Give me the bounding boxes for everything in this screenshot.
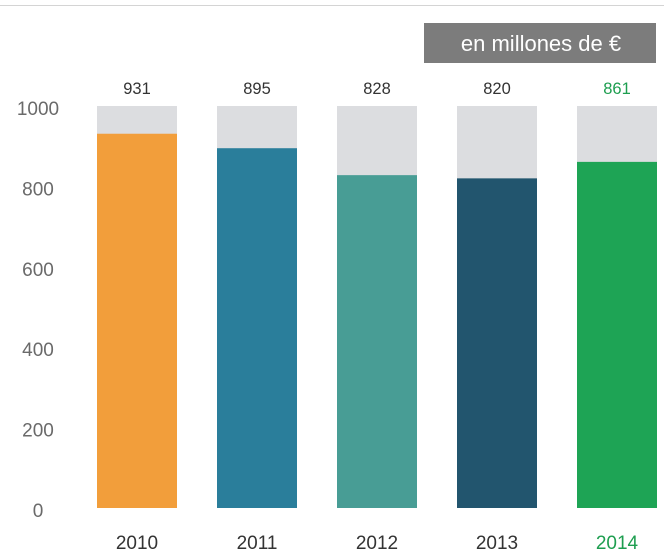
- bar-2011: [217, 148, 297, 508]
- bar-group-2011: 895: [217, 80, 297, 508]
- bar-2012: [337, 175, 417, 509]
- bar-group-2012: 828: [337, 80, 417, 509]
- value-label-2012: 828: [363, 80, 391, 98]
- bar-group-2010: 931: [97, 80, 177, 508]
- unit-label-background: [424, 23, 656, 63]
- y-tick-label-400: 400: [22, 340, 54, 361]
- y-axis: 0 200 400 600 800 1000: [17, 99, 59, 522]
- bar-group-2013: 820: [457, 80, 537, 509]
- bar-group-2014: 861: [577, 80, 657, 509]
- unit-label-box: en millones de €: [424, 23, 656, 63]
- category-label-2011: 2011: [237, 533, 278, 553]
- value-label-2011: 895: [243, 80, 271, 98]
- bar-2013: [457, 178, 537, 509]
- bars: 931 895 828 820 861: [97, 80, 657, 509]
- value-label-2013: 820: [483, 80, 511, 98]
- category-label-2014: 2014: [596, 533, 639, 553]
- value-label-2010: 931: [123, 80, 151, 98]
- category-label-2013: 2013: [476, 533, 518, 553]
- y-tick-label-800: 800: [22, 179, 54, 200]
- y-tick-label-0: 0: [33, 501, 44, 522]
- y-tick-label-1000: 1000: [17, 99, 59, 120]
- category-label-2012: 2012: [356, 533, 398, 553]
- y-tick-label-600: 600: [22, 260, 54, 281]
- unit-label: en millones de €: [461, 31, 621, 56]
- bar-2010: [97, 133, 177, 508]
- bar-2014: [577, 161, 657, 509]
- value-label-2014: 861: [603, 80, 631, 98]
- y-tick-label-200: 200: [22, 421, 54, 442]
- category-label-2010: 2010: [116, 533, 158, 553]
- x-axis: 2010 2011 2012 2013 2014: [116, 533, 639, 553]
